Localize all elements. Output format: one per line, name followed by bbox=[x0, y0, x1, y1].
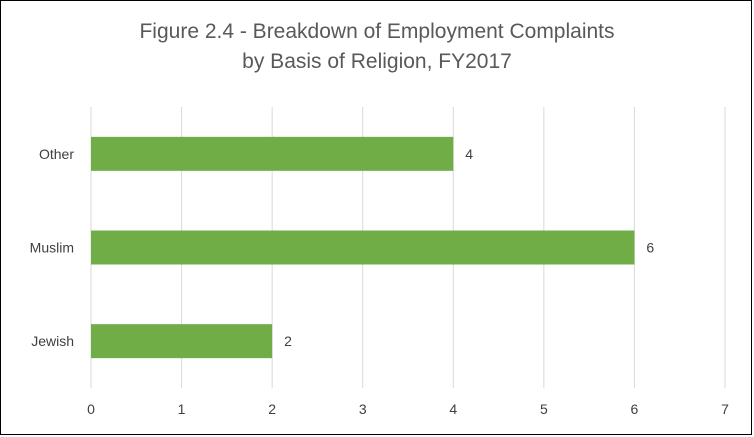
chart-title-line-2: by Basis of Religion, FY2017 bbox=[242, 50, 512, 73]
data-label-other: 4 bbox=[465, 146, 473, 162]
bar-other bbox=[91, 136, 454, 171]
x-tick-label-1: 1 bbox=[178, 401, 186, 417]
x-tick-label-0: 0 bbox=[87, 401, 95, 417]
data-label-jewish: 2 bbox=[284, 333, 292, 349]
x-tick-label-4: 4 bbox=[449, 401, 457, 417]
x-tick-label-2: 2 bbox=[268, 401, 276, 417]
bar-muslim bbox=[91, 230, 635, 265]
x-tick-label-7: 7 bbox=[721, 401, 729, 417]
category-label-jewish: Jewish bbox=[31, 333, 74, 349]
chart-title: Figure 2.4 - Breakdown of Employment Com… bbox=[1, 17, 753, 77]
bar-jewish bbox=[91, 324, 273, 359]
category-label-other: Other bbox=[39, 146, 74, 162]
chart-title-line-1: Figure 2.4 - Breakdown of Employment Com… bbox=[139, 20, 615, 43]
x-tick-label-5: 5 bbox=[540, 401, 548, 417]
category-label-muslim: Muslim bbox=[30, 240, 74, 256]
x-tick-label-3: 3 bbox=[359, 401, 367, 417]
data-label-muslim: 6 bbox=[646, 240, 654, 256]
x-tick-label-6: 6 bbox=[631, 401, 639, 417]
